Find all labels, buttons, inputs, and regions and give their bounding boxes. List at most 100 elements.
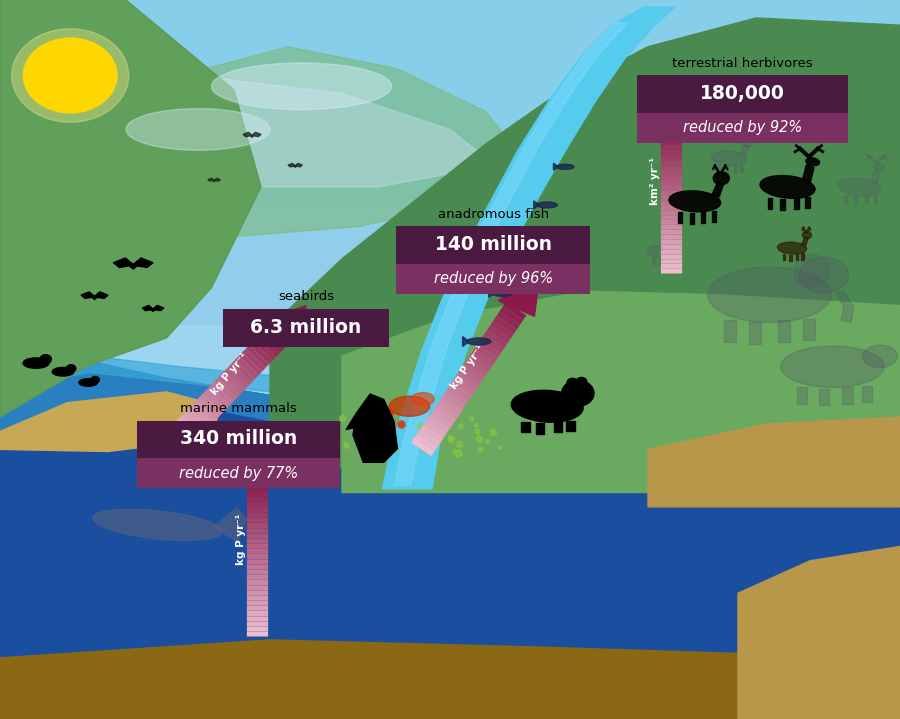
Circle shape bbox=[91, 377, 99, 383]
Polygon shape bbox=[0, 640, 900, 719]
Bar bbox=[865, 196, 868, 204]
Ellipse shape bbox=[79, 379, 97, 386]
Polygon shape bbox=[113, 258, 153, 269]
Ellipse shape bbox=[492, 290, 512, 296]
Bar bbox=[665, 257, 668, 264]
Circle shape bbox=[567, 378, 578, 387]
Text: marine mammals: marine mammals bbox=[180, 402, 297, 415]
Bar bbox=[768, 198, 772, 209]
FancyArrow shape bbox=[261, 306, 306, 344]
Text: kg P yr⁻¹: kg P yr⁻¹ bbox=[209, 351, 250, 397]
Bar bbox=[536, 423, 544, 434]
Ellipse shape bbox=[874, 164, 885, 170]
Ellipse shape bbox=[707, 267, 832, 323]
Ellipse shape bbox=[93, 509, 222, 541]
Polygon shape bbox=[511, 244, 517, 252]
Circle shape bbox=[672, 235, 681, 242]
Bar bbox=[819, 389, 829, 406]
Text: reduced by 77%: reduced by 77% bbox=[179, 466, 298, 480]
Bar bbox=[679, 211, 682, 223]
Bar bbox=[0, 0, 900, 201]
Bar bbox=[0, 201, 900, 324]
Bar bbox=[566, 421, 575, 431]
Bar bbox=[797, 388, 807, 403]
Bar bbox=[842, 388, 853, 403]
Bar bbox=[138, 458, 340, 488]
Circle shape bbox=[67, 365, 76, 372]
Bar bbox=[789, 255, 791, 261]
Ellipse shape bbox=[778, 242, 806, 254]
Circle shape bbox=[803, 232, 812, 239]
Bar bbox=[854, 196, 858, 205]
Bar bbox=[637, 75, 848, 113]
Bar bbox=[783, 254, 785, 260]
Polygon shape bbox=[0, 342, 900, 719]
Ellipse shape bbox=[669, 191, 721, 212]
Bar bbox=[397, 264, 590, 294]
Bar bbox=[796, 254, 798, 260]
Bar bbox=[780, 199, 785, 210]
Text: reduced by 92%: reduced by 92% bbox=[683, 121, 802, 135]
Ellipse shape bbox=[467, 338, 491, 345]
Polygon shape bbox=[243, 132, 261, 137]
Polygon shape bbox=[45, 79, 495, 187]
Polygon shape bbox=[712, 182, 724, 197]
Polygon shape bbox=[382, 7, 675, 489]
Bar bbox=[724, 321, 736, 342]
Circle shape bbox=[23, 38, 117, 113]
Ellipse shape bbox=[711, 151, 747, 165]
Text: reduced by 96%: reduced by 96% bbox=[434, 272, 553, 286]
Polygon shape bbox=[208, 178, 220, 182]
Bar bbox=[741, 165, 743, 173]
Bar bbox=[794, 198, 798, 209]
Ellipse shape bbox=[537, 202, 557, 208]
Ellipse shape bbox=[780, 346, 885, 388]
Circle shape bbox=[713, 172, 729, 185]
Bar bbox=[862, 385, 872, 402]
Polygon shape bbox=[68, 368, 71, 371]
Ellipse shape bbox=[52, 367, 74, 376]
Text: kg P yr⁻¹: kg P yr⁻¹ bbox=[449, 343, 487, 390]
Bar bbox=[637, 113, 848, 143]
Polygon shape bbox=[836, 291, 853, 322]
Polygon shape bbox=[394, 23, 628, 485]
Bar bbox=[874, 195, 878, 203]
Polygon shape bbox=[353, 394, 398, 462]
Text: terrestrial herbivores: terrestrial herbivores bbox=[672, 57, 813, 70]
Ellipse shape bbox=[212, 63, 392, 109]
Bar bbox=[670, 257, 673, 263]
Text: 180,000: 180,000 bbox=[700, 84, 785, 103]
Polygon shape bbox=[142, 306, 164, 311]
Ellipse shape bbox=[838, 178, 881, 196]
Circle shape bbox=[40, 354, 51, 364]
Bar bbox=[0, 460, 900, 590]
Bar bbox=[659, 258, 661, 265]
Ellipse shape bbox=[794, 255, 829, 288]
Ellipse shape bbox=[863, 345, 897, 367]
Polygon shape bbox=[489, 289, 494, 298]
Polygon shape bbox=[45, 47, 522, 241]
Text: seabirds: seabirds bbox=[278, 290, 334, 303]
Text: kg P yr⁻¹: kg P yr⁻¹ bbox=[236, 513, 247, 565]
Bar bbox=[652, 257, 654, 264]
Text: 340 million: 340 million bbox=[180, 429, 297, 448]
Ellipse shape bbox=[760, 175, 815, 198]
Polygon shape bbox=[342, 291, 900, 493]
Polygon shape bbox=[802, 237, 808, 245]
Ellipse shape bbox=[23, 358, 49, 368]
FancyArrow shape bbox=[498, 273, 540, 316]
Ellipse shape bbox=[806, 157, 820, 166]
Ellipse shape bbox=[126, 109, 270, 150]
Text: km² yr⁻¹: km² yr⁻¹ bbox=[650, 157, 661, 205]
Bar bbox=[521, 422, 530, 432]
Bar bbox=[690, 213, 694, 224]
Bar bbox=[806, 197, 810, 208]
Polygon shape bbox=[92, 380, 95, 382]
FancyArrow shape bbox=[652, 90, 688, 127]
Polygon shape bbox=[0, 0, 261, 417]
Bar bbox=[554, 422, 562, 432]
Bar bbox=[844, 196, 848, 204]
Polygon shape bbox=[741, 145, 749, 155]
Bar bbox=[717, 165, 721, 173]
Bar bbox=[138, 421, 340, 458]
